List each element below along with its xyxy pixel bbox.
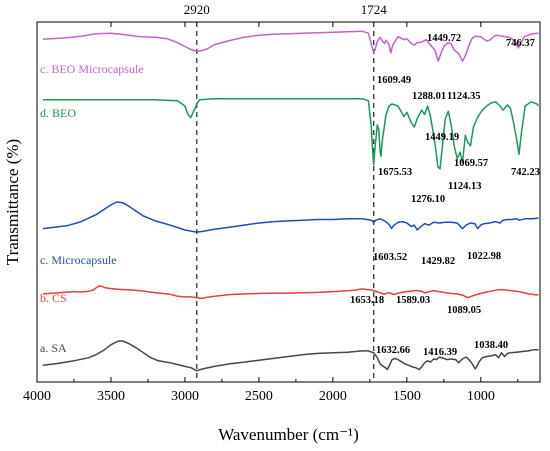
x-axis-ticks: 4000 3500 3000 2500 2000 1500 1000: [23, 22, 519, 404]
series-line: [42, 201, 539, 233]
x-tick-label: 1500: [393, 389, 421, 404]
series-name-label: b. CS: [40, 291, 67, 305]
y-axis-title: Transmittance (%): [3, 139, 22, 265]
x-tick-label: 4000: [23, 389, 51, 404]
peak-label: 1609.49: [377, 75, 411, 86]
peak-label: 1603.52: [373, 252, 407, 263]
peak-label: 1449.19: [425, 132, 459, 143]
x-tick-label: 2000: [319, 389, 347, 404]
reference-line-label: 2920: [184, 2, 210, 17]
series-line: [42, 30, 539, 62]
series-line: [42, 340, 539, 372]
peak-label: 1416.39: [423, 347, 457, 358]
peak-label: 1038.40: [474, 340, 508, 351]
peak-label: 1429.82: [421, 256, 455, 267]
series-line: [42, 285, 539, 300]
peak-label: 1589.03: [396, 295, 430, 306]
peak-label: 1449.72: [427, 33, 461, 44]
x-tick-label: 2500: [245, 389, 273, 404]
x-tick-label: 3500: [97, 389, 125, 404]
peak-label: 1276.10: [411, 194, 445, 205]
peak-label: 1069.57: [454, 158, 488, 169]
series-name-label: a. SA: [40, 341, 67, 355]
peak-label: 1653.18: [350, 295, 384, 306]
peak-label: 1022.98: [467, 251, 501, 262]
x-tick-label: 1000: [467, 389, 495, 404]
x-axis-title: Wavenumber (cm⁻¹): [218, 425, 359, 444]
peak-label: 746.37: [506, 38, 535, 49]
peak-label: 1288.01: [412, 91, 446, 102]
peak-label: 742.23: [511, 167, 540, 178]
reference-line-label: 1724: [361, 2, 388, 17]
plot-frame: [36, 21, 541, 383]
peak-label: 1632.66: [376, 345, 410, 356]
peak-label: 1089.05: [447, 305, 481, 316]
x-tick-label: 3000: [171, 389, 199, 404]
series-name-label: c. Microcapsule: [40, 253, 117, 267]
peak-label: 1675.53: [378, 167, 412, 178]
series-line: [42, 97, 540, 170]
peak-label: 1124.13: [448, 181, 482, 192]
labels-layer: c. BEO Microcapsule d. BEO c. Microcapsule…: [40, 33, 540, 358]
series-name-label: c. BEO Microcapsule: [40, 62, 144, 76]
series-name-label: d. BEO: [40, 106, 76, 120]
peak-label: 1124.35: [447, 91, 481, 102]
series-layer: [42, 30, 540, 372]
reference-lines: 2920 1724: [184, 2, 387, 382]
